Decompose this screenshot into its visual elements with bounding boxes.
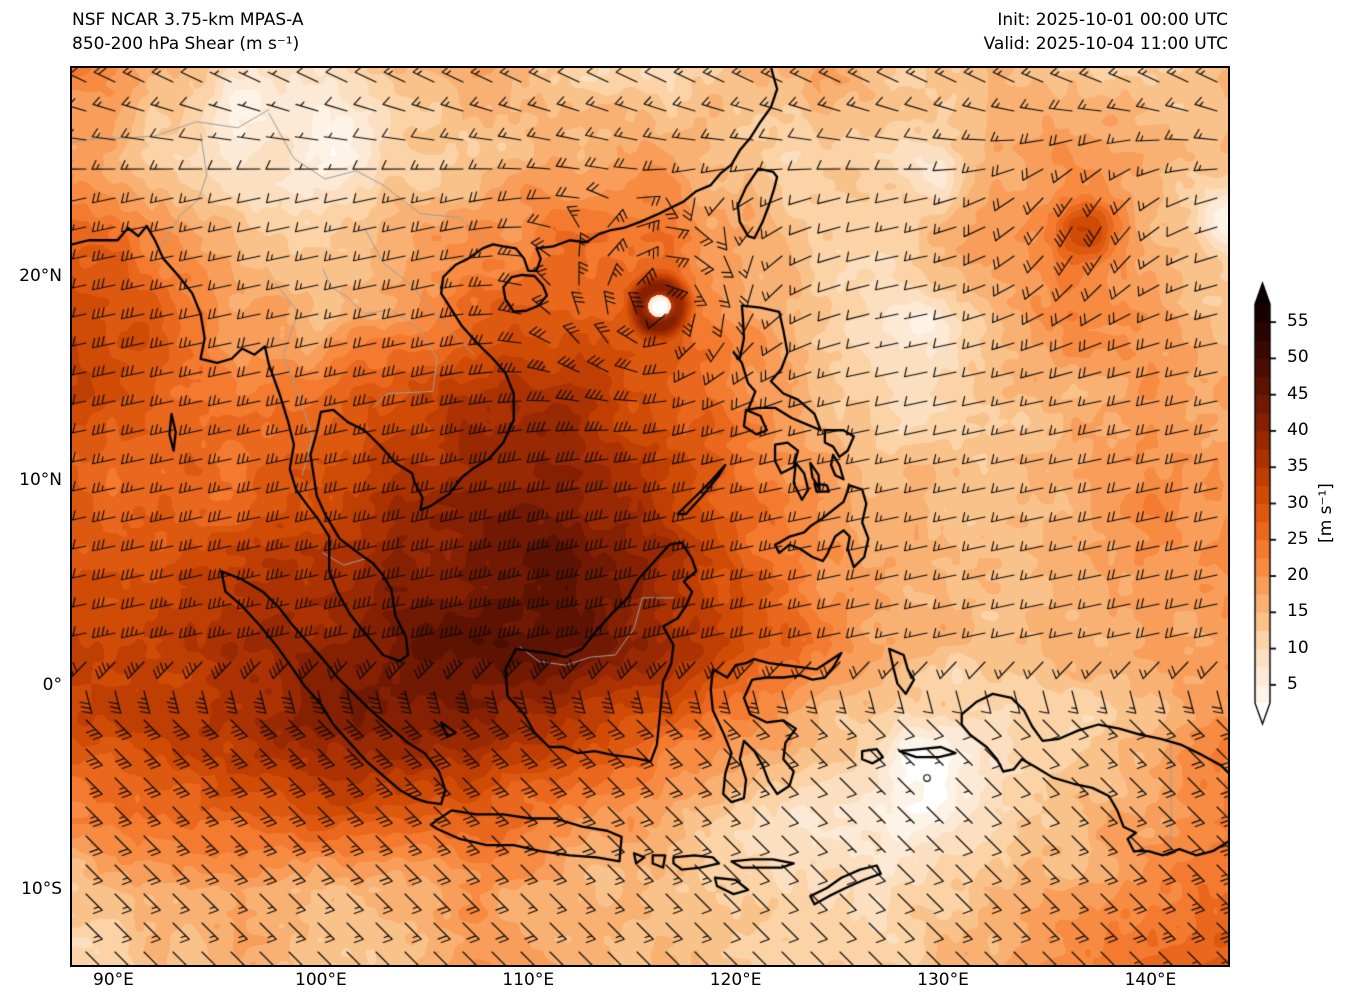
y-tick-label: 10°N: [19, 470, 62, 491]
colorbar-tick-label: 25: [1287, 528, 1309, 549]
colorbar-tick-label: 40: [1287, 419, 1309, 440]
colorbar-tick-label: 30: [1287, 492, 1309, 513]
colorbar-tick-label: 20: [1287, 565, 1309, 586]
colorbar-tick-label: 15: [1287, 601, 1309, 622]
map-frame: [70, 66, 1230, 967]
model-name: NSF NCAR 3.75-km MPAS-A: [72, 10, 304, 30]
product-name: 850-200 hPa Shear (m s⁻¹): [72, 34, 300, 54]
colorbar-tick-label: 5: [1287, 673, 1298, 694]
x-tick-label: 140°E: [1124, 970, 1177, 990]
colorbar-tick-label: 10: [1287, 637, 1309, 658]
y-tick-label: 0°: [42, 674, 62, 695]
colorbar-tick-label: 55: [1287, 311, 1309, 332]
chart-title-block: NSF NCAR 3.75-km MPAS-A 850-200 hPa Shea…: [72, 8, 304, 56]
x-tick-label: 130°E: [917, 970, 969, 990]
shear-map-canvas: [72, 68, 1228, 965]
colorbar-unit-label: [m s⁻¹]: [1316, 483, 1336, 543]
colorbar-canvas: [1248, 276, 1338, 746]
run-time-block: Init: 2025-10-01 00:00 UTC Valid: 2025-1…: [984, 8, 1228, 56]
init-time: Init: 2025-10-01 00:00 UTC: [997, 10, 1228, 30]
colorbar-tick-label: 50: [1287, 347, 1309, 368]
colorbar-tick-label: 45: [1287, 383, 1309, 404]
y-tick-label: 20°N: [19, 266, 62, 287]
x-tick-label: 120°E: [709, 970, 762, 990]
x-tick-label: 110°E: [502, 970, 555, 990]
x-tick-label: 100°E: [295, 970, 347, 990]
colorbar-tick-label: 35: [1287, 456, 1309, 477]
x-tick-label: 90°E: [93, 970, 134, 990]
y-tick-label: 10°S: [21, 879, 62, 899]
valid-time: Valid: 2025-10-04 11:00 UTC: [983, 34, 1228, 54]
